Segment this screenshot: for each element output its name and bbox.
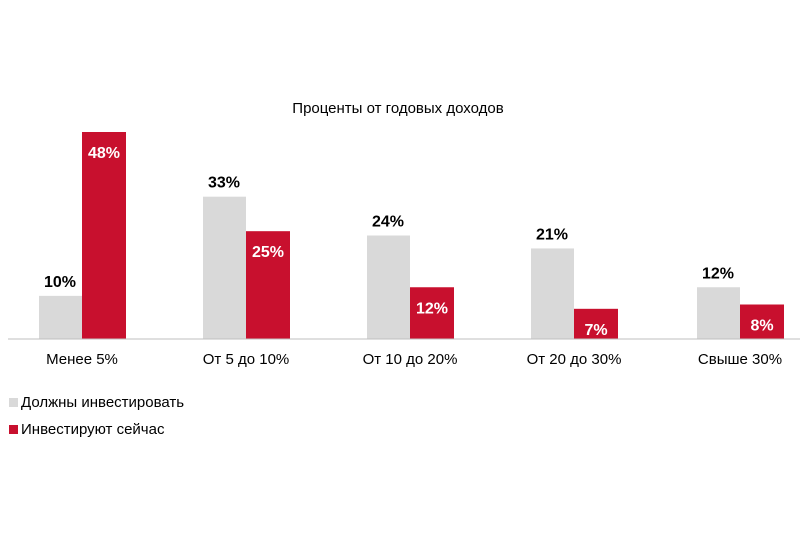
value-label-invest-now-0: 48%	[88, 145, 120, 162]
value-label-invest-now-2: 12%	[416, 300, 448, 317]
bar-should-invest-0	[39, 295, 82, 339]
bar-should-invest-2	[367, 235, 410, 339]
value-label-invest-now-3: 7%	[584, 322, 607, 339]
bar-should-invest-4	[697, 287, 740, 339]
legend-swatch-0	[9, 398, 18, 407]
bar-invest-now-0	[82, 132, 126, 339]
legend-label-1: Инвестируют сейчас	[21, 421, 165, 438]
category-label-3: От 20 до 30%	[527, 351, 622, 368]
value-label-should-invest-2: 24%	[372, 214, 404, 231]
category-label-1: От 5 до 10%	[203, 351, 290, 368]
value-label-should-invest-4: 12%	[702, 265, 734, 282]
value-label-should-invest-3: 21%	[536, 226, 568, 243]
bar-invest-now-2	[410, 287, 454, 339]
bar-should-invest-1	[203, 196, 246, 339]
legend: Должны инвестировать Инвестируют сейчас	[9, 394, 184, 438]
value-label-should-invest-1: 33%	[208, 175, 240, 192]
bar-should-invest-3	[531, 248, 574, 339]
value-label-invest-now-1: 25%	[252, 244, 284, 261]
chart-title: Проценты от годовых доходов	[292, 100, 503, 117]
bar-invest-now-1	[246, 231, 290, 339]
value-label-invest-now-4: 8%	[750, 318, 773, 335]
category-labels: Менее 5% От 5 до 10% От 10 до 20% От 20 до …	[46, 351, 782, 368]
category-label-4: Свыше 30%	[698, 351, 782, 368]
legend-label-0: Должны инвестировать	[21, 394, 184, 411]
category-label-0: Менее 5%	[46, 351, 118, 368]
legend-swatch-1	[9, 425, 18, 434]
bar-invest-now-3	[574, 308, 618, 339]
bars-group: 10% 48% 33% 25% 24% 12% 21% 7% 12% 8%	[39, 132, 784, 339]
value-label-should-invest-0: 10%	[44, 274, 76, 291]
category-label-2: От 10 до 20%	[363, 351, 458, 368]
bar-invest-now-4	[740, 304, 784, 339]
